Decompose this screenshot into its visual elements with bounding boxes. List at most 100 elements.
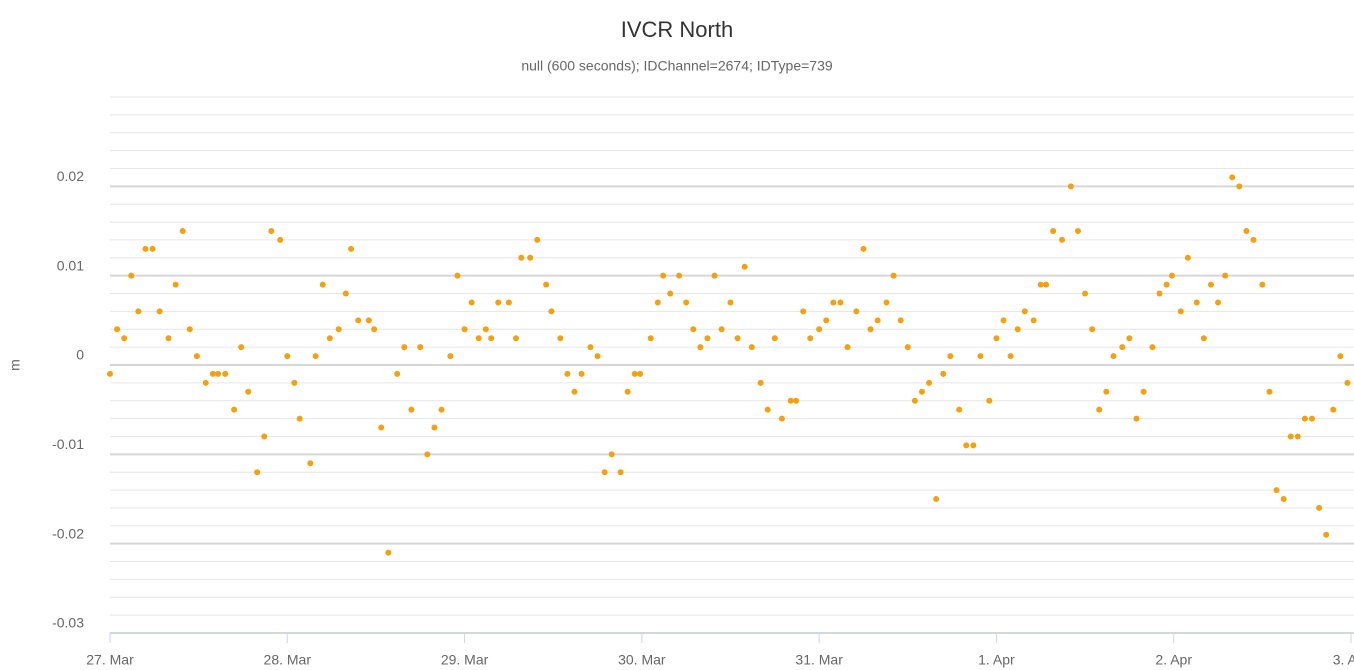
data-point — [787, 397, 794, 404]
data-point — [697, 344, 704, 351]
x-tick-label: 3. Apr — [1333, 652, 1354, 668]
data-point — [624, 388, 631, 395]
data-point — [193, 353, 200, 360]
data-point — [823, 317, 830, 324]
data-point — [378, 424, 385, 431]
data-point — [1156, 290, 1163, 297]
data-point — [844, 344, 851, 351]
data-point — [1119, 344, 1126, 351]
data-point — [631, 370, 638, 377]
data-point — [468, 299, 475, 306]
data-point — [424, 451, 431, 458]
data-point — [564, 370, 571, 377]
data-point — [1000, 317, 1007, 324]
data-point — [647, 335, 654, 342]
data-point — [860, 245, 867, 252]
x-tick-label: 2. Apr — [1155, 652, 1192, 668]
data-point — [165, 335, 172, 342]
data-point — [594, 353, 601, 360]
data-point — [355, 317, 362, 324]
data-point — [121, 335, 128, 342]
data-point — [918, 388, 925, 395]
x-tick-label: 31. Mar — [795, 652, 843, 668]
data-point — [771, 335, 778, 342]
data-point — [933, 496, 940, 502]
data-point — [505, 299, 512, 306]
data-point — [1316, 504, 1323, 511]
data-point — [557, 335, 564, 342]
data-point — [1133, 415, 1140, 422]
data-point — [408, 406, 415, 413]
data-point — [816, 326, 823, 333]
data-point — [1287, 433, 1294, 440]
data-point — [837, 299, 844, 306]
data-point — [1250, 236, 1257, 243]
data-point — [142, 245, 149, 252]
y-tick-label: 0.02 — [57, 168, 84, 184]
data-point — [1067, 183, 1074, 190]
data-point — [1193, 299, 1200, 306]
data-point — [587, 344, 594, 351]
x-tick-label: 30. Mar — [618, 652, 666, 668]
data-point — [1103, 388, 1110, 395]
data-point — [911, 397, 918, 404]
data-point — [956, 406, 963, 413]
data-point — [727, 299, 734, 306]
data-point — [1140, 388, 1147, 395]
y-tick-label: 0 — [76, 347, 84, 363]
data-point — [853, 308, 860, 315]
data-point — [348, 245, 355, 252]
y-tick-label: -0.01 — [52, 436, 84, 452]
data-point — [401, 344, 408, 351]
data-point — [261, 433, 268, 440]
data-point — [179, 228, 186, 234]
data-point — [676, 272, 683, 279]
data-point — [231, 406, 238, 413]
data-point — [254, 469, 261, 476]
x-tick-label: 27. Mar — [86, 652, 134, 668]
data-point — [1280, 496, 1287, 502]
data-point — [993, 335, 1000, 342]
data-point — [718, 326, 725, 333]
data-point — [1236, 183, 1243, 190]
data-point — [1207, 281, 1214, 288]
data-point — [741, 263, 748, 270]
chart-subtitle: null (600 seconds); IDChannel=2674; IDTy… — [521, 58, 833, 74]
data-point — [291, 379, 298, 386]
data-point — [454, 272, 461, 279]
data-point — [748, 344, 755, 351]
data-point — [335, 326, 342, 333]
data-point — [1323, 531, 1330, 538]
data-point — [1043, 281, 1050, 288]
data-point — [1082, 290, 1089, 297]
data-point — [654, 299, 661, 306]
x-tick-label: 28. Mar — [264, 652, 312, 668]
data-point — [482, 326, 489, 333]
data-point — [149, 245, 156, 252]
data-point — [793, 397, 800, 404]
data-point — [711, 272, 718, 279]
data-point — [683, 299, 690, 306]
data-point — [1308, 415, 1315, 422]
data-point — [947, 353, 954, 360]
data-point — [277, 236, 284, 243]
data-point — [319, 281, 326, 288]
data-point — [1215, 299, 1222, 306]
data-point — [461, 326, 468, 333]
x-tick-label: 1. Apr — [978, 652, 1015, 668]
data-point — [222, 370, 229, 377]
data-point — [186, 326, 193, 333]
data-point — [601, 469, 608, 476]
data-point — [512, 335, 519, 342]
data-point — [926, 379, 933, 386]
data-point — [1089, 326, 1096, 333]
data-point — [1259, 281, 1266, 288]
data-point — [296, 415, 303, 422]
data-point — [1126, 335, 1133, 342]
data-point — [1337, 353, 1344, 360]
data-point — [128, 272, 135, 279]
data-point — [156, 308, 163, 315]
data-point — [757, 379, 764, 386]
data-point — [1177, 308, 1184, 315]
data-point — [1330, 406, 1337, 413]
